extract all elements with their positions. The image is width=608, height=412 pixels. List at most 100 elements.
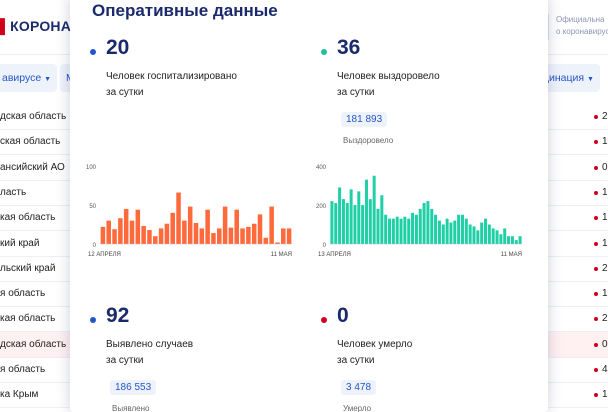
bar xyxy=(480,222,484,244)
bar xyxy=(388,218,392,244)
bar xyxy=(422,203,426,244)
bar xyxy=(112,229,117,244)
bar xyxy=(275,242,280,244)
bar xyxy=(441,224,445,244)
bar xyxy=(468,224,472,244)
bar xyxy=(269,206,274,244)
total-recovered-label: Выздоровело xyxy=(343,136,394,145)
bar xyxy=(357,191,361,244)
bar xyxy=(445,218,449,244)
recovered-chart: 400 200 0 13 АПРЕЛЯ 11 МАЯ xyxy=(310,156,532,271)
bar xyxy=(246,226,251,244)
hospitalized-bar-chart: 100 50 0 12 АПРЕЛЯ 11 МАЯ xyxy=(86,165,292,258)
status-dot-icon xyxy=(594,216,598,221)
bullet-icon xyxy=(321,49,327,55)
region-name: ласть xyxy=(0,186,27,198)
bar xyxy=(222,206,228,244)
bar xyxy=(240,228,245,244)
status-dot-icon xyxy=(594,393,598,398)
official-line-2: о коронавирус xyxy=(556,27,608,36)
bar xyxy=(376,208,380,244)
status-dot-icon xyxy=(594,140,598,145)
filter-coronavirus-dropdown[interactable]: авирусе ▼ xyxy=(0,64,58,92)
region-value: 1 xyxy=(602,212,608,224)
bar xyxy=(460,214,464,244)
status-dot-icon xyxy=(594,368,598,372)
bar xyxy=(251,223,257,244)
bar xyxy=(176,192,181,244)
region-value: 2 xyxy=(602,313,608,325)
bar xyxy=(476,230,480,244)
total-deaths-label: Умерло xyxy=(343,404,372,412)
bar xyxy=(257,214,263,244)
bar xyxy=(372,175,376,244)
y-tick-label: 0 xyxy=(93,243,97,249)
region-name: кая область xyxy=(0,212,56,224)
bar xyxy=(368,199,372,244)
region-name: льский край xyxy=(0,262,56,274)
bullet-icon xyxy=(90,317,96,323)
bar xyxy=(507,236,511,244)
region-name: я область xyxy=(0,288,46,300)
stat-number: 36 xyxy=(337,36,361,59)
operational-data-modal: Оперативные данные 20 Человек госпитализ… xyxy=(70,0,548,412)
stat-description: Выявлено случаев за сутки xyxy=(106,339,194,366)
bullet-icon xyxy=(321,317,327,323)
bar xyxy=(449,222,453,244)
stat-number: 92 xyxy=(106,304,130,327)
official-line-1: Официальна xyxy=(556,15,605,24)
bar xyxy=(453,220,457,244)
bar xyxy=(391,218,395,244)
y-tick-label: 50 xyxy=(89,204,96,210)
bar xyxy=(193,222,199,244)
bar xyxy=(411,212,415,244)
modal-title: Оперативные данные xyxy=(92,1,278,20)
bar xyxy=(182,220,187,244)
bar xyxy=(141,226,146,244)
bar xyxy=(395,216,399,244)
bar xyxy=(330,201,334,244)
y-tick-label: 200 xyxy=(316,204,327,210)
region-value: 2 xyxy=(602,111,608,122)
bar xyxy=(437,220,441,244)
x-start-label: 13 АПРЕЛЯ xyxy=(318,252,351,258)
bar xyxy=(345,203,349,244)
region-value: 4 xyxy=(602,364,608,375)
bar xyxy=(334,203,338,244)
bar xyxy=(211,233,216,244)
bar xyxy=(430,208,434,244)
x-end-label: 11 МАЯ xyxy=(501,252,522,258)
region-value: 1 xyxy=(602,136,608,148)
status-dot-icon xyxy=(594,190,598,195)
stat-description: Человек умерло за сутки xyxy=(337,339,413,366)
bar xyxy=(510,236,514,244)
bar xyxy=(217,228,222,244)
bar xyxy=(129,220,135,244)
bar xyxy=(205,209,210,244)
region-value: 0 xyxy=(602,161,608,173)
status-dot-icon xyxy=(594,342,598,347)
bar xyxy=(491,228,495,244)
bar xyxy=(403,216,407,244)
bar xyxy=(349,189,353,244)
y-tick-label: 0 xyxy=(323,243,327,249)
bar xyxy=(418,208,422,244)
bar xyxy=(170,212,175,244)
official-info: Официальна о коронавирус xyxy=(548,14,608,40)
bar xyxy=(234,209,239,244)
bar xyxy=(286,228,292,244)
status-dot-icon xyxy=(594,317,598,322)
bar xyxy=(147,229,152,244)
bar xyxy=(384,214,388,244)
y-tick-label: 100 xyxy=(86,165,97,171)
status-dot-icon xyxy=(594,165,598,170)
region-name: я область xyxy=(0,364,46,375)
region-value: 1 xyxy=(602,237,608,249)
chevron-down-icon: ▼ xyxy=(44,76,52,83)
region-name: ансийский АО xyxy=(0,161,65,173)
bar xyxy=(135,209,141,244)
bar xyxy=(503,228,507,244)
bar xyxy=(361,205,365,244)
bar xyxy=(426,201,430,244)
bar xyxy=(353,205,357,244)
